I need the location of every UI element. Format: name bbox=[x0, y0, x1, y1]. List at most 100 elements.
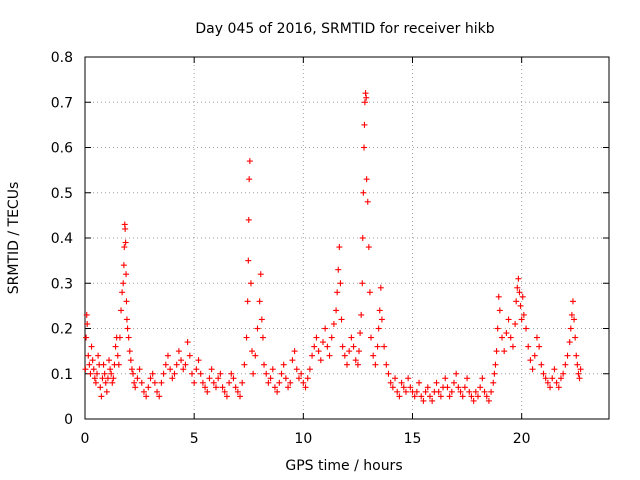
data-point bbox=[455, 384, 462, 391]
data-point bbox=[243, 334, 250, 341]
data-point bbox=[336, 244, 343, 251]
data-point bbox=[116, 334, 123, 341]
data-point bbox=[82, 366, 89, 373]
data-point bbox=[422, 388, 429, 395]
data-point bbox=[370, 352, 377, 359]
data-point bbox=[223, 393, 230, 400]
data-point bbox=[377, 284, 384, 291]
data-point bbox=[85, 352, 92, 359]
data-point bbox=[361, 99, 368, 106]
data-point bbox=[475, 393, 481, 400]
data-point bbox=[334, 289, 341, 296]
data-point bbox=[416, 379, 423, 386]
data-point bbox=[110, 375, 117, 382]
data-point bbox=[372, 361, 379, 368]
data-point bbox=[402, 388, 409, 395]
data-point bbox=[184, 339, 191, 346]
y-axis-label: SRMTID / TECUs bbox=[6, 182, 22, 295]
data-point bbox=[98, 393, 105, 400]
data-point bbox=[178, 357, 185, 364]
data-point bbox=[492, 361, 499, 368]
data-point bbox=[210, 379, 217, 386]
data-point bbox=[544, 379, 551, 386]
data-point bbox=[326, 352, 333, 359]
data-point bbox=[368, 334, 375, 341]
data-point bbox=[328, 334, 335, 341]
data-point bbox=[378, 316, 385, 323]
data-point bbox=[311, 343, 318, 350]
data-point bbox=[125, 334, 132, 341]
data-point bbox=[107, 366, 114, 373]
data-point bbox=[324, 343, 331, 350]
data-point bbox=[230, 375, 237, 382]
data-point bbox=[138, 379, 145, 386]
data-point bbox=[202, 384, 209, 391]
y-tick-label: 0.5 bbox=[51, 186, 73, 202]
data-point bbox=[553, 379, 560, 386]
x-tick-label: 0 bbox=[81, 431, 90, 447]
tick-labels: 0 5 10 15 20 0 0.1 0.2 0.3 0.4 0.5 0.6 0.7 0.8 bbox=[51, 50, 531, 447]
data-point bbox=[132, 384, 139, 391]
data-point bbox=[84, 320, 91, 327]
data-point bbox=[315, 348, 322, 355]
data-point bbox=[483, 393, 490, 400]
data-point bbox=[363, 176, 370, 183]
data-point bbox=[481, 388, 488, 395]
y-tick-label: 0.1 bbox=[51, 367, 73, 383]
data-point bbox=[555, 384, 562, 391]
data-point bbox=[319, 339, 326, 346]
data-point bbox=[83, 334, 90, 341]
data-point bbox=[519, 293, 526, 300]
data-point bbox=[490, 379, 497, 386]
data-point bbox=[517, 302, 524, 309]
grid-lines bbox=[85, 57, 609, 419]
data-point bbox=[215, 375, 222, 382]
data-point bbox=[493, 348, 500, 355]
data-point bbox=[136, 366, 143, 373]
y-tick-label: 0.6 bbox=[51, 141, 73, 157]
data-point bbox=[396, 393, 403, 400]
data-point bbox=[213, 384, 219, 391]
data-point bbox=[217, 370, 224, 377]
data-point bbox=[527, 357, 534, 364]
data-point bbox=[387, 379, 394, 386]
data-point bbox=[101, 370, 108, 377]
data-point bbox=[330, 320, 337, 327]
data-point bbox=[569, 298, 576, 305]
data-point bbox=[169, 375, 176, 382]
data-point bbox=[568, 311, 575, 318]
data-point bbox=[306, 366, 313, 373]
data-point bbox=[536, 343, 543, 350]
data-point bbox=[252, 352, 259, 359]
data-point bbox=[501, 348, 508, 355]
data-point bbox=[250, 370, 257, 377]
data-point bbox=[151, 379, 158, 386]
data-point bbox=[128, 366, 135, 373]
data-point bbox=[123, 298, 130, 305]
data-point bbox=[245, 257, 252, 264]
data-point bbox=[246, 176, 253, 183]
data-point bbox=[104, 375, 111, 382]
data-point bbox=[208, 366, 215, 373]
data-point bbox=[477, 384, 484, 391]
data-point bbox=[86, 361, 93, 368]
data-point bbox=[156, 393, 163, 400]
data-point bbox=[180, 366, 187, 373]
data-point bbox=[173, 361, 180, 368]
data-point bbox=[232, 384, 239, 391]
chart-title: Day 045 of 2016, SRMTID for receiver hik… bbox=[195, 21, 494, 37]
axes bbox=[84, 56, 609, 420]
data-point bbox=[239, 379, 246, 386]
data-point bbox=[313, 334, 320, 341]
data-point bbox=[507, 334, 514, 341]
data-point bbox=[131, 379, 138, 386]
data-point bbox=[247, 280, 254, 287]
data-point bbox=[523, 325, 530, 332]
data-point bbox=[261, 361, 268, 368]
data-point bbox=[437, 393, 444, 400]
data-point bbox=[407, 384, 414, 391]
data-point bbox=[145, 384, 152, 391]
data-point bbox=[269, 366, 276, 373]
data-point bbox=[495, 293, 502, 300]
